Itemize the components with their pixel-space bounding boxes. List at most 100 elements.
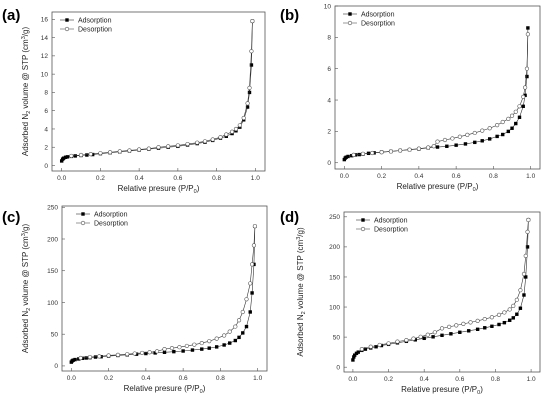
x-tick-label: 0.0 [67, 375, 76, 382]
adsorption-point [73, 154, 77, 158]
desorption-point [368, 344, 373, 349]
adsorption-point [237, 335, 241, 340]
desorption-point [517, 104, 522, 109]
legend: Adsorption Desorption [343, 12, 395, 28]
desorption-series [69, 19, 255, 159]
desorption-point [236, 318, 242, 323]
desorption-point [359, 347, 364, 352]
adsorption-point [352, 353, 357, 357]
desorption-point [435, 139, 440, 144]
adsorption-point [458, 330, 462, 335]
adsorption-point [71, 358, 75, 362]
desorption-point [454, 323, 459, 328]
legend-label-adsorption: Adsorption [361, 12, 395, 19]
adsorption-point [511, 316, 515, 320]
panel-label: (c) [2, 209, 20, 226]
adsorption-point [153, 351, 157, 355]
desorption-point [480, 128, 485, 133]
desorption-point [132, 351, 137, 356]
desorption-point [107, 150, 113, 155]
desorption-point [442, 137, 448, 143]
legend-label-adsorption: Adsorption [94, 212, 128, 219]
desorption-point [416, 146, 421, 151]
desorption-point [431, 144, 436, 149]
desorption-point [184, 343, 189, 349]
adsorption-point [162, 350, 167, 354]
x-tick-label: 0.6 [179, 375, 188, 382]
adsorption-point [467, 329, 471, 333]
adsorption-point [352, 355, 356, 359]
desorption-point [227, 329, 232, 334]
desorption-point [88, 151, 93, 157]
plot-frame [334, 5, 541, 170]
adsorption-point [248, 310, 252, 314]
desorption-point [240, 309, 245, 315]
y-tick-label: 14 [41, 35, 49, 42]
desorption-point [500, 119, 505, 125]
desorption-point [521, 271, 527, 277]
plot-frame [51, 11, 266, 172]
desorption-point [252, 224, 257, 229]
desorption-point [125, 352, 130, 357]
adsorption-point [522, 293, 526, 297]
adsorption-series [351, 218, 531, 362]
x-tick-label: 0.6 [455, 376, 464, 383]
adsorption-point [475, 327, 480, 331]
adsorption-point [374, 345, 378, 349]
series-line [344, 27, 529, 160]
desorption-point [156, 145, 161, 150]
legend-marker-desorption [80, 220, 86, 226]
series-line [61, 21, 253, 162]
adsorption-point [454, 143, 458, 147]
adsorption-point [480, 139, 484, 143]
desorption-point [411, 336, 416, 341]
desorption-point [525, 32, 530, 37]
desorption-point [233, 126, 239, 132]
desorption-point [468, 320, 473, 325]
legend: Adsorption Desorption [356, 218, 408, 234]
y-tick-label: 6 [327, 66, 331, 73]
desorption-point [461, 321, 466, 326]
adsorption-point [495, 134, 499, 139]
panel-label: (b) [280, 7, 299, 24]
adsorption-point [413, 338, 417, 342]
x-tick-label: 0.8 [216, 375, 225, 382]
adsorption-point [249, 63, 254, 67]
desorption-point [518, 288, 523, 293]
desorption-point [249, 262, 255, 267]
adsorption-point [524, 275, 528, 279]
desorption-point [251, 243, 257, 248]
desorption-point [199, 340, 204, 346]
x-tick-label: 0.4 [420, 376, 429, 383]
desorption-point [97, 354, 102, 359]
adsorption-point [487, 137, 492, 141]
desorption-point [250, 19, 255, 24]
desorption-point [502, 310, 507, 315]
desorption-point [426, 145, 431, 150]
desorption-point [482, 316, 487, 322]
adsorption-point [497, 322, 501, 327]
adsorption-point [449, 332, 453, 336]
legend-marker-adsorption [348, 12, 352, 16]
adsorption-point [356, 350, 360, 354]
x-tick-label: 0.2 [377, 173, 386, 180]
y-tick-label: 10 [324, 3, 332, 10]
desorption-point [388, 149, 394, 154]
desorption-point [175, 143, 180, 148]
desorption-point [432, 330, 437, 335]
desorption-point [418, 334, 423, 339]
adsorption-point [207, 346, 211, 350]
legend-marker-adsorption [361, 218, 365, 222]
y-tick-label: 8 [44, 90, 48, 97]
x-tick-label: 0.8 [491, 376, 500, 383]
series-line [361, 219, 529, 350]
legend-label-desorption: Desorption [361, 21, 395, 28]
adsorption-series [59, 19, 255, 163]
y-tick-label: 150 [47, 268, 58, 275]
adsorption-point [200, 347, 204, 351]
legend: Adsorption Desorption [60, 18, 112, 34]
adsorption-point [473, 140, 477, 145]
desorption-point [472, 130, 477, 136]
legend-marker-adsorption [81, 212, 85, 216]
desorption-series [351, 32, 530, 157]
